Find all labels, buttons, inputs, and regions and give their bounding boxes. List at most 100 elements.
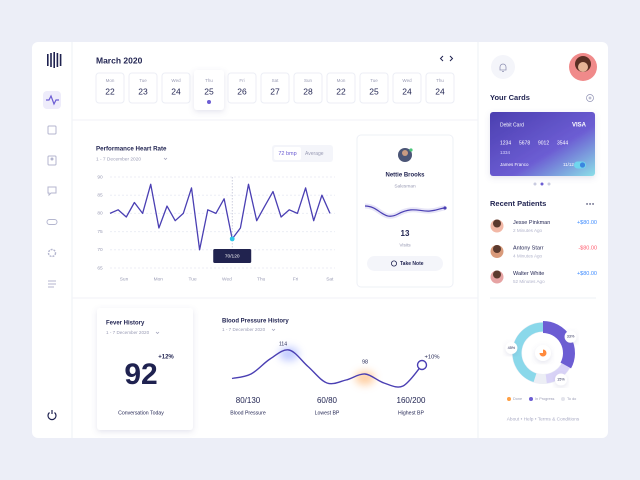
footer-links: About • Help • Terms & Conditions	[507, 416, 580, 422]
date-number: 27	[270, 86, 280, 96]
date-cell[interactable]: Fri 26	[227, 72, 257, 104]
heart-rate-line	[109, 183, 331, 251]
nav-icon[interactable]	[48, 280, 56, 288]
notification-button[interactable]	[491, 55, 515, 79]
take-note-button[interactable]	[367, 256, 443, 271]
patient-row[interactable]: Jesse Pinkman 2 Minutes Ago +$80.00	[490, 219, 598, 234]
user-avatar-face	[578, 62, 588, 72]
chart-period: 1 - 7 December 2020	[96, 156, 141, 162]
date-cell-box	[161, 72, 191, 104]
period-caret	[163, 157, 168, 160]
date-day: Tue	[370, 78, 378, 83]
nav-icon[interactable]	[47, 248, 57, 258]
legend-swatch	[529, 397, 533, 401]
patient-name: Antony Starr	[513, 245, 544, 251]
bell-icon	[499, 63, 507, 72]
x-tick-label: Sat	[326, 276, 334, 282]
card-brand: VISA	[572, 123, 587, 129]
legend-label: To do	[567, 397, 576, 401]
date-cell-box	[95, 72, 125, 104]
next-arrow[interactable]	[449, 55, 454, 62]
date-number: 28	[303, 86, 313, 96]
legend-swatch	[561, 397, 565, 401]
fever-caption: Conversation Today	[118, 410, 164, 416]
logo-bar	[56, 53, 59, 67]
date-cell[interactable]: Tue 23	[128, 72, 158, 104]
bp-title: Blood Pressure History	[222, 319, 289, 325]
patient-avatar-hair	[493, 219, 501, 228]
tooltip-point	[229, 236, 235, 242]
nav-icon[interactable]	[46, 219, 58, 225]
average-value: 72 bmp	[278, 151, 296, 157]
date-cell[interactable]: Wed 24	[161, 72, 191, 104]
x-tick-label: Mon	[154, 276, 164, 282]
card-page-dot[interactable]	[540, 182, 544, 186]
y-tick-label: 65	[97, 265, 103, 271]
bp-stat-label: Lowest BP	[315, 410, 340, 416]
add-card-button[interactable]	[586, 94, 594, 102]
patient-time: 2 Minutes Ago	[513, 228, 543, 233]
logo-bar	[47, 54, 49, 66]
nav-icon[interactable]	[47, 186, 57, 197]
card-expiry: 11/12	[563, 162, 574, 167]
date-number: 26	[237, 86, 247, 96]
nav-icon[interactable]	[47, 155, 57, 166]
date-cell[interactable]: Thu 25	[194, 70, 224, 110]
bp-mid-label: 98	[362, 359, 368, 365]
y-tick-label: 75	[97, 229, 103, 235]
date-cell[interactable]: Sat 27	[260, 72, 290, 104]
add-card-plus	[588, 96, 592, 100]
profile-avatar-face	[402, 150, 408, 156]
y-tick-label: 70	[97, 247, 103, 253]
donut-label-bubble	[554, 373, 567, 386]
date-cell[interactable]: Wed 24	[392, 72, 422, 104]
date-cell[interactable]: Mon 22	[95, 72, 125, 104]
bp-caret	[271, 328, 276, 331]
donut-center-icon	[539, 349, 547, 357]
bp-peak-label: 114	[279, 341, 287, 347]
bp-glow-mid	[355, 371, 375, 385]
x-tick-label: Fri	[293, 276, 299, 282]
patient-name: Walter White	[513, 271, 544, 277]
date-cell-box	[359, 72, 389, 104]
patient-row[interactable]: Antony Starr 4 Minutes Ago -$80.00	[490, 245, 598, 259]
cards-title: Your Cards	[490, 93, 530, 102]
donut-segment	[542, 321, 575, 369]
nav-icon[interactable]	[47, 125, 57, 135]
legend-label: In Progress	[535, 397, 555, 401]
patients-title: Recent Patients	[490, 199, 546, 208]
date-cell-selected	[194, 70, 224, 110]
patient-amount: -$80.00	[578, 245, 597, 251]
date-number: 24	[402, 86, 412, 96]
bp-stat-value: 160/200	[397, 396, 426, 405]
bp-change: +10%	[425, 355, 440, 361]
visits-count: 13	[401, 229, 410, 238]
x-tick-label: Tue	[189, 276, 197, 282]
date-day: Tue	[139, 78, 147, 83]
prev-arrow[interactable]	[439, 55, 444, 62]
patient-row[interactable]: Walter White 52 Minutes Ago +$80.00	[490, 270, 598, 285]
donut-label: 33%	[567, 335, 575, 339]
card-page-dot[interactable]	[547, 182, 551, 186]
date-cell[interactable]: Tue 25	[359, 72, 389, 104]
card-number-group: 9012	[538, 140, 549, 146]
date-number: 24	[171, 86, 181, 96]
card-holder: James Franco	[500, 162, 529, 167]
date-cell[interactable]: Sun 28	[293, 72, 323, 104]
nav-icon-activity[interactable]	[46, 94, 59, 106]
bp-stat-value: 60/80	[317, 396, 338, 405]
bp-stat-value: 80/130	[236, 396, 261, 405]
date-cell-box	[260, 72, 290, 104]
debit-card[interactable]	[490, 112, 595, 176]
y-tick-label: 80	[97, 211, 103, 217]
date-number: 24	[435, 86, 445, 96]
date-cell[interactable]: Thu 24	[425, 72, 455, 104]
power-icon[interactable]	[47, 410, 57, 421]
card-page-dot[interactable]	[533, 182, 537, 186]
x-tick-label: Thu	[257, 276, 266, 282]
date-cell[interactable]: Mon 22	[326, 72, 356, 104]
date-cell-box	[392, 72, 422, 104]
fever-title: Fever History	[106, 321, 145, 327]
patient-amount: +$80.00	[577, 220, 597, 226]
